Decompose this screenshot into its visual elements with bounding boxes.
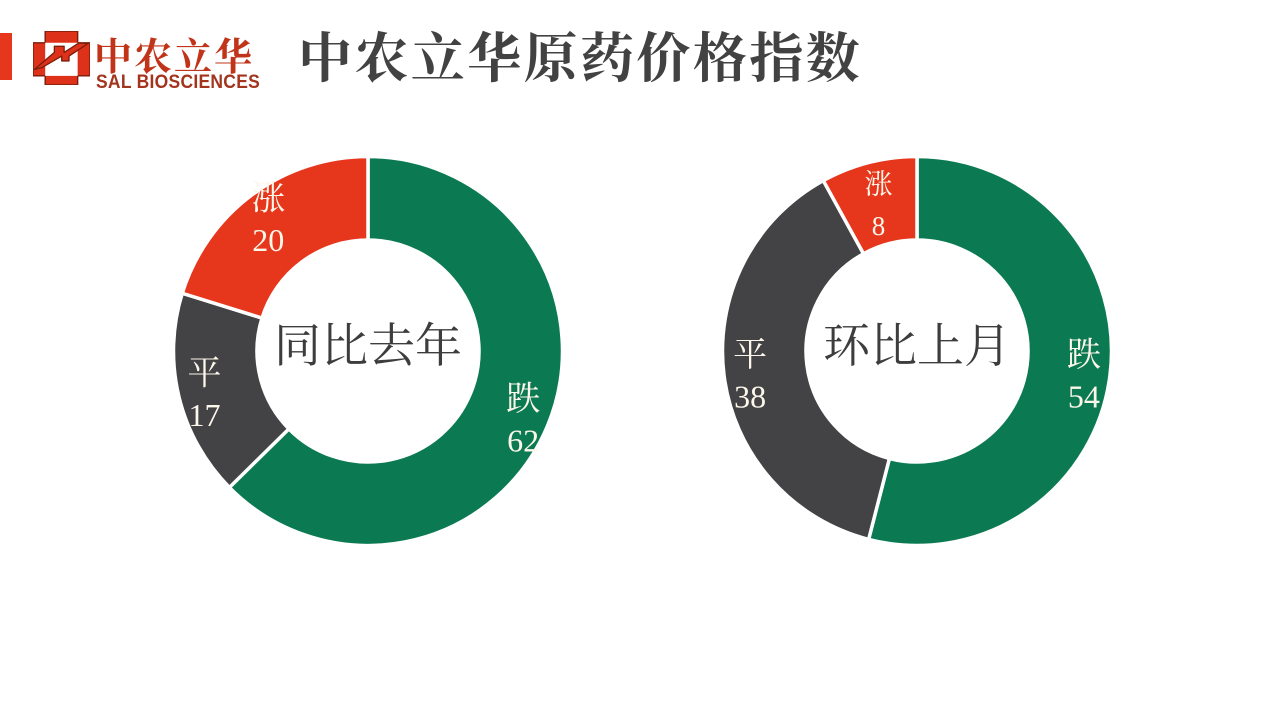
- svg-text:平: 平: [733, 337, 767, 374]
- svg-text:8: 8: [872, 211, 886, 241]
- svg-text:38: 38: [734, 378, 766, 414]
- svg-text:平: 平: [188, 355, 222, 392]
- svg-text:涨: 涨: [864, 168, 892, 200]
- svg-text:环比上月: 环比上月: [823, 321, 1011, 373]
- svg-text:62: 62: [507, 422, 539, 458]
- svg-text:涨: 涨: [251, 180, 285, 217]
- svg-text:17: 17: [189, 397, 221, 433]
- svg-text:跌: 跌: [1067, 336, 1101, 374]
- svg-text:同比去年: 同比去年: [274, 321, 462, 373]
- svg-text:20: 20: [252, 222, 284, 258]
- svg-text:跌: 跌: [506, 380, 540, 418]
- svg-text:54: 54: [1068, 378, 1100, 414]
